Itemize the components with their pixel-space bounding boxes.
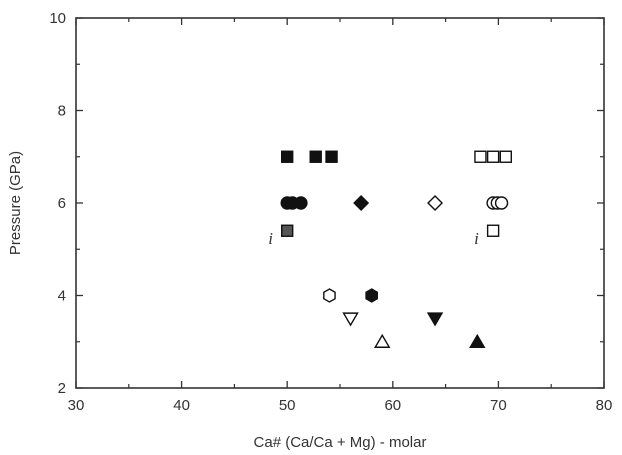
point-annotation: i (474, 229, 479, 248)
x-tick-label: 50 (279, 397, 296, 414)
x-axis-title: Ca# (Ca/Ca + Mg) - molar (254, 434, 427, 451)
x-tick-label: 60 (384, 397, 401, 414)
data-point-diamond (353, 195, 370, 211)
x-tick-label: 30 (68, 397, 85, 414)
x-tick-label: 70 (490, 397, 507, 414)
y-tick-label: 4 (58, 288, 66, 305)
x-tick-label: 40 (173, 397, 190, 414)
point-annotation: i (268, 229, 273, 248)
y-axis-title: Pressure (GPa) (7, 151, 24, 255)
data-point-square (281, 150, 294, 163)
data-point-triangle-up (469, 333, 486, 348)
data-point-triangle-down (342, 312, 359, 327)
data-point-square (309, 150, 322, 163)
y-tick-label: 2 (58, 380, 66, 397)
y-tick-label: 6 (58, 195, 66, 212)
x-tick-label: 80 (596, 397, 613, 414)
data-point-square (486, 150, 500, 163)
data-point-circle (294, 196, 308, 210)
data-point-hexagon (365, 288, 379, 303)
y-tick-label: 10 (49, 10, 66, 27)
data-point-diamond (427, 195, 444, 211)
data-point-square (499, 150, 512, 163)
data-point-triangle-up (374, 333, 391, 348)
data-point-square (474, 150, 487, 163)
data-point-square (486, 224, 500, 237)
data-point-circle (494, 196, 509, 210)
data-point-square (281, 224, 294, 237)
data-point-triangle-down (426, 312, 444, 327)
axis-ticks: 30 40 50 60 70 80 2 4 6 8 10 (49, 10, 612, 414)
y-tick-label: 8 (58, 103, 66, 120)
plot-frame (75, 17, 605, 389)
data-point-square (325, 150, 338, 163)
data-point-hexagon (323, 288, 336, 303)
